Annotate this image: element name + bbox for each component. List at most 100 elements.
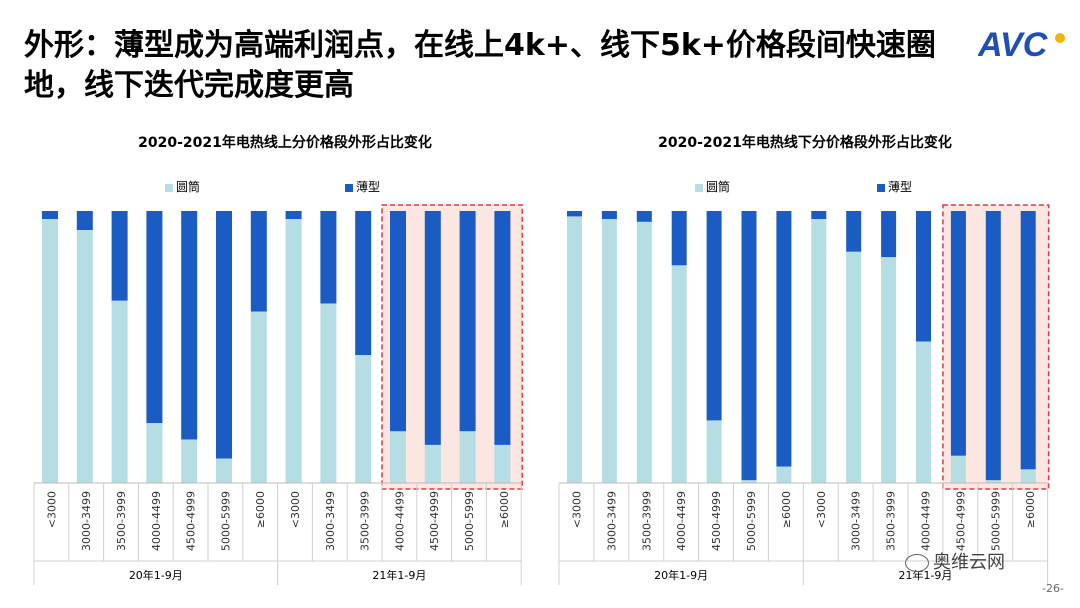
bar-round-8 [320, 303, 337, 483]
bar-thin-7 [811, 211, 827, 220]
watermark: 奥维云网 [905, 548, 1005, 574]
logo-text: AVC [978, 26, 1048, 64]
bar-thin-11 [950, 211, 966, 456]
bar-thin-1 [601, 211, 617, 220]
wechat-icon [905, 554, 929, 572]
tick-label-12: 5000-5999 [463, 491, 476, 551]
legend-item-round: 圆筒 [165, 178, 200, 195]
legend-label-round: 圆筒 [706, 180, 731, 194]
bar-thin-11 [424, 211, 441, 445]
bar-round-6 [250, 311, 267, 483]
bar-round-12 [985, 480, 1001, 483]
legend-label-round: 圆筒 [176, 180, 201, 194]
group-label-0: 20年1-9月 [654, 568, 708, 582]
tick-label-2: 3500-3999 [640, 491, 653, 551]
bar-thin-8 [846, 211, 862, 252]
bar-thin-2 [111, 211, 128, 301]
bar-round-4 [706, 420, 722, 483]
bar-thin-4 [181, 211, 198, 440]
bar-thin-9 [881, 211, 897, 258]
bar-thin-13 [494, 211, 511, 445]
group-label-1: 21年1-9月 [372, 568, 426, 582]
page-number: -26- [1042, 582, 1064, 595]
tick-label-1: 3000-3499 [605, 491, 618, 551]
bar-thin-1 [76, 211, 93, 231]
tick-label-8: 3000-3499 [850, 491, 863, 551]
tick-label-4: 4500-4999 [710, 491, 723, 551]
tick-label-2: 3500-3999 [115, 491, 128, 551]
legend-swatch-thin [877, 183, 885, 192]
legend-swatch-round [695, 183, 703, 192]
legend-label-thin: 薄型 [356, 180, 381, 194]
bar-round-3 [671, 265, 687, 483]
bar-thin-10 [390, 211, 406, 432]
bar-thin-9 [355, 211, 372, 356]
tick-label-11: 4500-4999 [954, 491, 967, 551]
bar-round-2 [636, 221, 652, 483]
bar-round-5 [741, 480, 757, 483]
logo-dot-icon [1055, 33, 1065, 43]
bar-thin-12 [985, 211, 1001, 481]
tick-label-1: 3000-3499 [80, 491, 93, 551]
legend-item-thin: 薄型 [345, 178, 380, 195]
tick-label-10: 4000-4499 [919, 491, 932, 551]
tick-label-4: 4500-4999 [185, 491, 198, 551]
legend-item-round: 圆筒 [695, 178, 730, 195]
bar-thin-3 [671, 211, 687, 266]
bar-thin-13 [1020, 211, 1036, 470]
tick-label-6: ≥6000 [780, 491, 793, 528]
bar-round-9 [881, 257, 897, 483]
bar-round-8 [846, 251, 862, 483]
group-label-0: 20年1-9月 [129, 568, 183, 582]
bar-thin-12 [459, 211, 476, 432]
bar-round-10 [916, 341, 931, 483]
tick-label-11: 4500-4999 [428, 491, 441, 551]
bar-thin-3 [146, 211, 163, 424]
bar-thin-6 [776, 211, 792, 467]
tick-label-3: 4000-4499 [150, 491, 163, 551]
page-title: 外形：薄型成为高端利润点，在线上4k+、线下5k+价格段间快速圈地，线下迭代完成… [24, 28, 936, 103]
bar-thin-5 [216, 211, 232, 459]
chart-title-offline: 2020-2021年电热线下分价格段外形占比变化 [658, 135, 952, 151]
tick-label-9: 3500-3999 [885, 491, 898, 551]
bar-round-5 [216, 458, 232, 483]
tick-label-12: 5000-5999 [989, 491, 1002, 551]
tick-label-5: 5000-5999 [219, 491, 232, 551]
bar-round-6 [776, 466, 792, 483]
legend-swatch-round [165, 183, 173, 192]
legend-label-thin: 薄型 [888, 180, 913, 194]
bar-thin-10 [916, 211, 931, 342]
tick-label-5: 5000-5999 [745, 491, 758, 551]
bar-round-9 [355, 355, 372, 483]
tick-label-9: 3500-3999 [359, 491, 372, 551]
bar-round-12 [459, 431, 476, 483]
bar-round-11 [424, 444, 441, 483]
tick-label-3: 4000-4499 [675, 491, 688, 551]
legend-item-thin: 薄型 [877, 178, 912, 195]
bar-round-0 [567, 216, 582, 483]
tick-label-8: 3000-3499 [324, 491, 337, 551]
legend-swatch-thin [345, 183, 353, 192]
tick-label-13: ≥6000 [498, 491, 511, 528]
bar-thin-4 [706, 211, 722, 421]
bar-thin-5 [741, 211, 757, 481]
bar-thin-0 [42, 211, 58, 220]
bar-thin-2 [636, 211, 652, 222]
tick-label-0: <3000 [570, 491, 583, 528]
tick-label-7: <3000 [289, 491, 302, 528]
bar-round-13 [1020, 469, 1036, 483]
avc-logo: AVC [978, 26, 1065, 64]
bar-thin-0 [567, 211, 582, 217]
watermark-text: 奥维云网 [933, 552, 1005, 573]
bar-round-10 [390, 431, 406, 483]
tick-label-13: ≥6000 [1024, 491, 1037, 528]
bar-round-7 [285, 219, 302, 483]
tick-label-7: <3000 [815, 491, 828, 528]
bar-thin-7 [285, 211, 302, 220]
bar-round-11 [950, 455, 966, 483]
bar-round-2 [111, 300, 128, 483]
bar-round-3 [146, 423, 163, 483]
chart-offline: <3000 3000-3499 3500-3999 4000-4499 4500-499… [558, 204, 1050, 585]
bar-round-4 [181, 439, 198, 483]
bar-round-0 [42, 219, 58, 483]
